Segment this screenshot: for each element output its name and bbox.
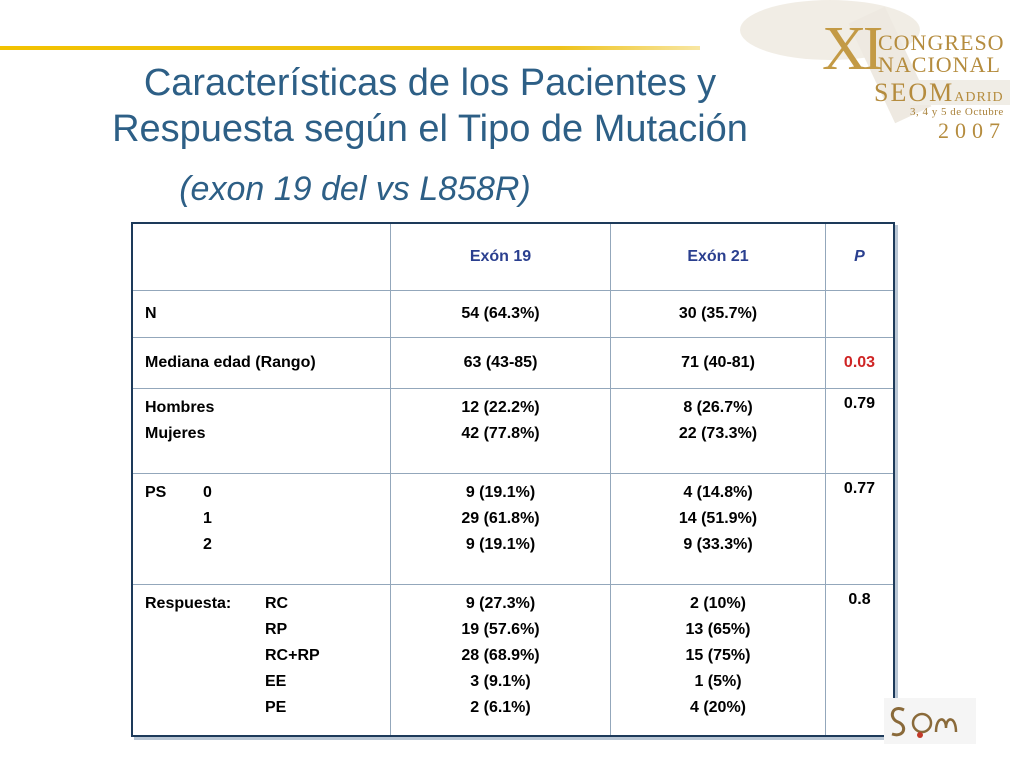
title-line-1: Características de los Pacientes y (143, 62, 717, 104)
row-resp-p: 0.8 (825, 584, 895, 737)
resp-level-pe: PE (265, 699, 287, 716)
row-ps-p: 0.77 (825, 473, 895, 585)
table-row-age: Mediana edad (Rango) 63 (43-85) 71 (40-8… (131, 337, 895, 389)
ps-exon21-0: 4 (14.8%) (683, 484, 753, 501)
ps-exon19-1: 29 (61.8%) (461, 510, 540, 527)
row-sex-labels: Hombres Mujeres (131, 388, 391, 474)
ps-exon19-2: 9 (19.1%) (465, 536, 536, 553)
resp-exon21-rc: 2 (10%) (689, 595, 747, 612)
congress-logo: XI CONGRESO NACIONAL SEOMADRID 3, 4 y 5 … (740, 0, 1024, 150)
top-accent-rule (0, 46, 700, 50)
resp-exon19-rc: 9 (27.3%) (465, 595, 536, 612)
ps-level-0: 0 (203, 484, 212, 501)
resp-level-rc: RC (265, 595, 289, 612)
row-n-exon19: 54 (64.3%) (390, 290, 611, 338)
header-empty (131, 222, 391, 291)
logo-year: 2007 (938, 118, 1006, 143)
resp-level-ee: EE (265, 673, 287, 690)
row-n-exon21: 30 (35.7%) (610, 290, 826, 338)
row-sex-exon21: 8 (26.7%) 22 (73.3%) (610, 388, 826, 474)
sex-exon19-hombres: 12 (22.2%) (461, 399, 540, 416)
resp-level-rp: RP (265, 621, 288, 638)
row-n-p (825, 290, 895, 338)
ps-exon21-1: 14 (51.9%) (678, 510, 758, 527)
resp-exon21-rp: 13 (65%) (685, 621, 751, 638)
row-age-label: Mediana edad (Rango) (131, 337, 391, 389)
label-mujeres: Mujeres (145, 425, 206, 442)
logo-seom-text: SEOM (874, 78, 955, 107)
table-row-n: N 54 (64.3%) 30 (35.7%) (131, 290, 895, 338)
slide-subtitle: (exon 19 del vs L858R) (179, 170, 531, 208)
header-p: P (825, 222, 895, 291)
label-hombres: Hombres (145, 399, 215, 416)
slide-title: Características de los Pacientes y Respu… (40, 60, 820, 152)
resp-exon19-ee: 3 (9.1%) (470, 673, 531, 690)
ps-level-1: 1 (203, 510, 212, 527)
row-sex-exon19: 12 (22.2%) 42 (77.8%) (390, 388, 611, 474)
resp-level-rcrp: RC+RP (265, 647, 320, 664)
seom-logo-icon (884, 698, 976, 744)
row-resp-exon19: 9 (27.3%) 19 (57.6%) 28 (68.9%) 3 (9.1%)… (390, 584, 611, 737)
logo-xi: XI (822, 15, 883, 83)
resp-exon19-rcrp: 28 (68.9%) (461, 647, 540, 664)
ps-exon21-2: 9 (33.3%) (683, 536, 753, 553)
ps-level-2: 2 (203, 536, 212, 553)
row-age-exon21: 71 (40-81) (610, 337, 826, 389)
ps-label: PS (145, 484, 167, 501)
mutation-comparison-table: Exón 19 Exón 21 P N 54 (64.3%) 30 (35.7%… (131, 222, 895, 737)
sex-exon21-hombres: 8 (26.7%) (683, 399, 753, 416)
row-age-exon19: 63 (43-85) (390, 337, 611, 389)
row-age-p: 0.03 (825, 337, 895, 389)
row-sex-p: 0.79 (825, 388, 895, 474)
resp-exon21-ee: 1 (5%) (694, 673, 742, 690)
table-row-ps: PS 0 1 2 9 (19.1%) 29 (61.8%) 9 (19.1%) … (131, 473, 895, 585)
resp-label: Respuesta: (145, 595, 232, 612)
logo-madrid: ADRID (954, 90, 1004, 105)
microscope-watermark-icon (740, 0, 1010, 124)
row-ps-exon19: 9 (19.1%) 29 (61.8%) 9 (19.1%) (390, 473, 611, 585)
table-header-row: Exón 19 Exón 21 P (131, 222, 895, 291)
resp-exon21-pe: 4 (20%) (689, 699, 747, 716)
resp-exon19-rp: 19 (57.6%) (461, 621, 540, 638)
logo-congreso: CONGRESO (878, 30, 1005, 55)
row-ps-exon21: 4 (14.8%) 14 (51.9%) 9 (33.3%) (610, 473, 826, 585)
logo-seom: SEOMADRID (874, 78, 1004, 108)
row-n-label: N (131, 290, 391, 338)
resp-exon21-rcrp: 15 (75%) (685, 647, 751, 664)
header-exon21: Exón 21 (610, 222, 826, 291)
title-line-2: Respuesta según el Tipo de Mutación (112, 108, 748, 150)
row-resp-labels: Respuesta: RC RP RC+RP EE PE (131, 584, 391, 737)
table-row-sex: Hombres Mujeres 12 (22.2%) 42 (77.8%) 8 … (131, 388, 895, 474)
resp-exon19-pe: 2 (6.1%) (470, 699, 531, 716)
logo-nacional: NACIONAL (878, 52, 1001, 77)
logo-dates: 3, 4 y 5 de Octubre (910, 106, 1004, 118)
header-exon19: Exón 19 (390, 222, 611, 291)
sex-exon21-mujeres: 22 (73.3%) (678, 425, 758, 442)
table-row-response: Respuesta: RC RP RC+RP EE PE 9 (27.3%) 1… (131, 584, 895, 737)
sex-exon19-mujeres: 42 (77.8%) (461, 425, 540, 442)
ps-exon19-0: 9 (19.1%) (465, 484, 536, 501)
row-resp-exon21: 2 (10%) 13 (65%) 15 (75%) 1 (5%) 4 (20%) (610, 584, 826, 737)
row-ps-labels: PS 0 1 2 (131, 473, 391, 585)
